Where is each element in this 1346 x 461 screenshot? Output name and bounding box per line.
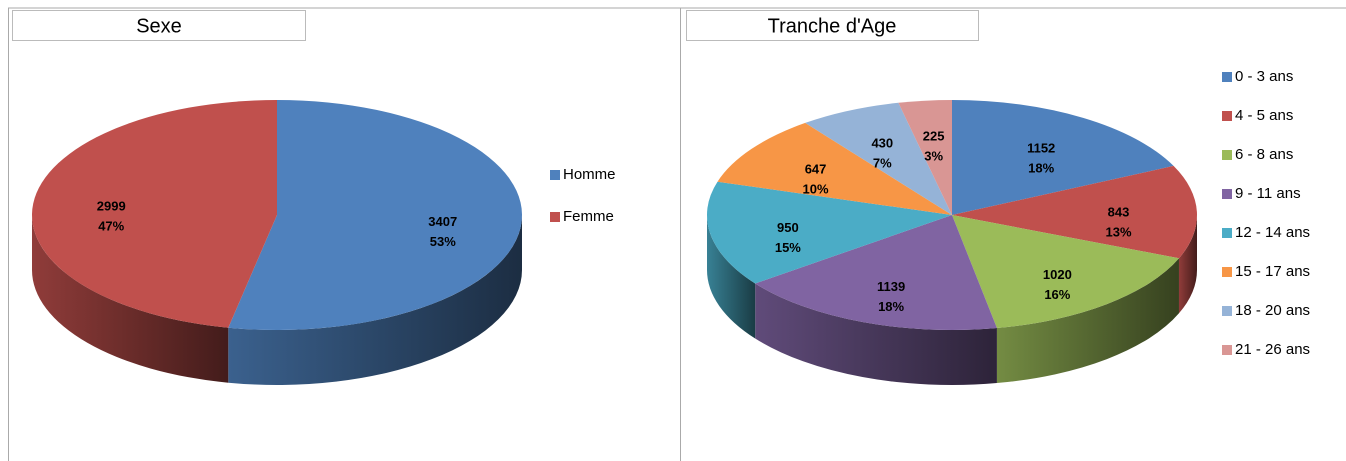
slice — [952, 100, 1174, 215]
legend-swatch — [1222, 189, 1232, 199]
data-label: 1152 — [1027, 140, 1055, 155]
percent-label: 13% — [1106, 224, 1132, 239]
percent-label: 47% — [98, 219, 124, 234]
legend-label: Femme — [563, 208, 614, 225]
percent-label: 10% — [803, 182, 829, 197]
slice — [805, 102, 952, 215]
slice — [898, 100, 952, 215]
data-label: 2999 — [97, 199, 126, 214]
slice — [952, 215, 1179, 329]
data-label: 1020 — [1043, 267, 1072, 282]
slice — [952, 165, 1197, 259]
percent-label: 16% — [1044, 287, 1070, 302]
data-label: 225 — [923, 129, 945, 144]
slice-side — [1178, 215, 1197, 314]
percent-label: 18% — [1028, 160, 1054, 175]
legend-swatch — [1222, 345, 1232, 355]
legend-label: 9 - 11 ans — [1235, 185, 1301, 202]
percent-label: 53% — [430, 234, 456, 249]
data-label: 843 — [1108, 204, 1130, 219]
percent-label: 3% — [924, 149, 943, 164]
legend-label: 21 - 26 ans — [1235, 341, 1310, 358]
slice-side — [996, 258, 1179, 384]
legend-swatch — [1222, 150, 1232, 160]
data-label: 430 — [871, 135, 893, 150]
legend-label: Homme — [563, 166, 616, 183]
data-label: 647 — [805, 162, 827, 177]
legend-swatch — [1222, 228, 1232, 238]
slice-side — [755, 283, 997, 385]
data-label: 950 — [777, 220, 799, 235]
slice — [717, 122, 952, 215]
legend-swatch — [1222, 306, 1232, 316]
legend-label: 18 - 20 ans — [1235, 302, 1310, 319]
legend-label: 12 - 14 ans — [1235, 224, 1310, 241]
slice-side — [707, 215, 756, 339]
legend-swatch — [550, 170, 560, 180]
legend-label: 4 - 5 ans — [1235, 107, 1293, 124]
legend-label: 15 - 17 ans — [1235, 263, 1310, 280]
data-label: 3407 — [428, 214, 457, 229]
legend-swatch — [1222, 72, 1232, 82]
title-box — [12, 10, 306, 41]
slice — [32, 100, 278, 328]
title-box — [686, 10, 979, 41]
slice-side — [32, 215, 229, 383]
chart-title: Sexe — [136, 15, 182, 37]
percent-label: 7% — [873, 155, 892, 170]
slice — [755, 215, 997, 330]
legend-swatch — [550, 212, 560, 222]
slice — [706, 181, 952, 284]
percent-label: 15% — [775, 240, 801, 255]
percent-label: 18% — [878, 299, 904, 314]
slice-side — [228, 215, 522, 385]
chart-title: Tranche d'Age — [768, 15, 897, 37]
data-label: 1139 — [877, 279, 905, 294]
legend-swatch — [1222, 111, 1232, 121]
slice — [228, 99, 523, 331]
legend-swatch — [1222, 267, 1232, 277]
legend-label: 0 - 3 ans — [1235, 68, 1293, 85]
legend-label: 6 - 8 ans — [1235, 146, 1293, 163]
